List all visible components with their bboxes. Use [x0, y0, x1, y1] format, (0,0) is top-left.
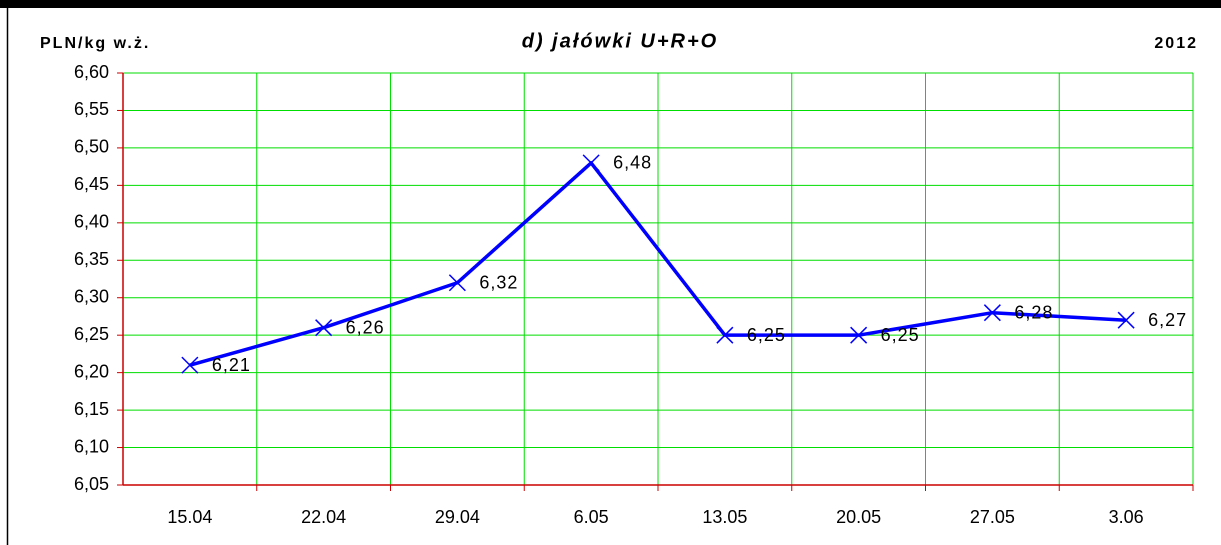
point-marker [716, 326, 734, 344]
data-label: 6,25 [881, 325, 920, 345]
data-label: 6,32 [479, 272, 518, 292]
x-tick-label: 29.04 [435, 507, 480, 527]
x-tick-label: 13.05 [702, 507, 747, 527]
y-tick-label: 6,15 [74, 399, 109, 419]
y-tick-label: 6,45 [74, 174, 109, 194]
point-marker [448, 274, 466, 292]
y-tick-label: 6,05 [74, 474, 109, 494]
y-tick-label: 6,40 [74, 212, 109, 232]
data-label: 6,25 [747, 325, 786, 345]
top-bar [0, 0, 1221, 8]
x-tick-label: 15.04 [167, 507, 212, 527]
data-label: 6,21 [212, 355, 251, 375]
x-tick-label: 6.05 [574, 507, 609, 527]
point-marker [983, 304, 1001, 322]
data-label: 6,28 [1014, 302, 1053, 322]
y-tick-label: 6,50 [74, 137, 109, 157]
point-marker [582, 154, 600, 172]
chart-title: d) jałówki U+R+O [522, 30, 718, 52]
data-label: 6,26 [346, 317, 385, 337]
y-axis-label: PLN/kg w.ż. [40, 35, 150, 52]
y-tick-label: 6,20 [74, 361, 109, 381]
y-tick-label: 6,25 [74, 324, 109, 344]
series-line [189, 161, 1127, 367]
x-tick-label: 3.06 [1109, 507, 1144, 527]
point-marker [850, 326, 868, 344]
x-tick-label: 27.05 [970, 507, 1015, 527]
data-label: 6,48 [613, 153, 652, 173]
y-tick-label: 6,10 [74, 436, 109, 456]
y-tick-label: 6,60 [74, 62, 109, 82]
y-tick-label: 6,30 [74, 286, 109, 306]
point-marker [315, 319, 333, 337]
year: 2012 [1154, 35, 1198, 52]
y-tick-label: 6,55 [74, 99, 109, 119]
point-marker [1117, 311, 1135, 329]
x-tick-label: 22.04 [301, 507, 346, 527]
x-tick-label: 20.05 [836, 507, 881, 527]
point-marker [181, 356, 199, 374]
data-label: 6,27 [1148, 310, 1187, 330]
y-tick-label: 6,35 [74, 249, 109, 269]
